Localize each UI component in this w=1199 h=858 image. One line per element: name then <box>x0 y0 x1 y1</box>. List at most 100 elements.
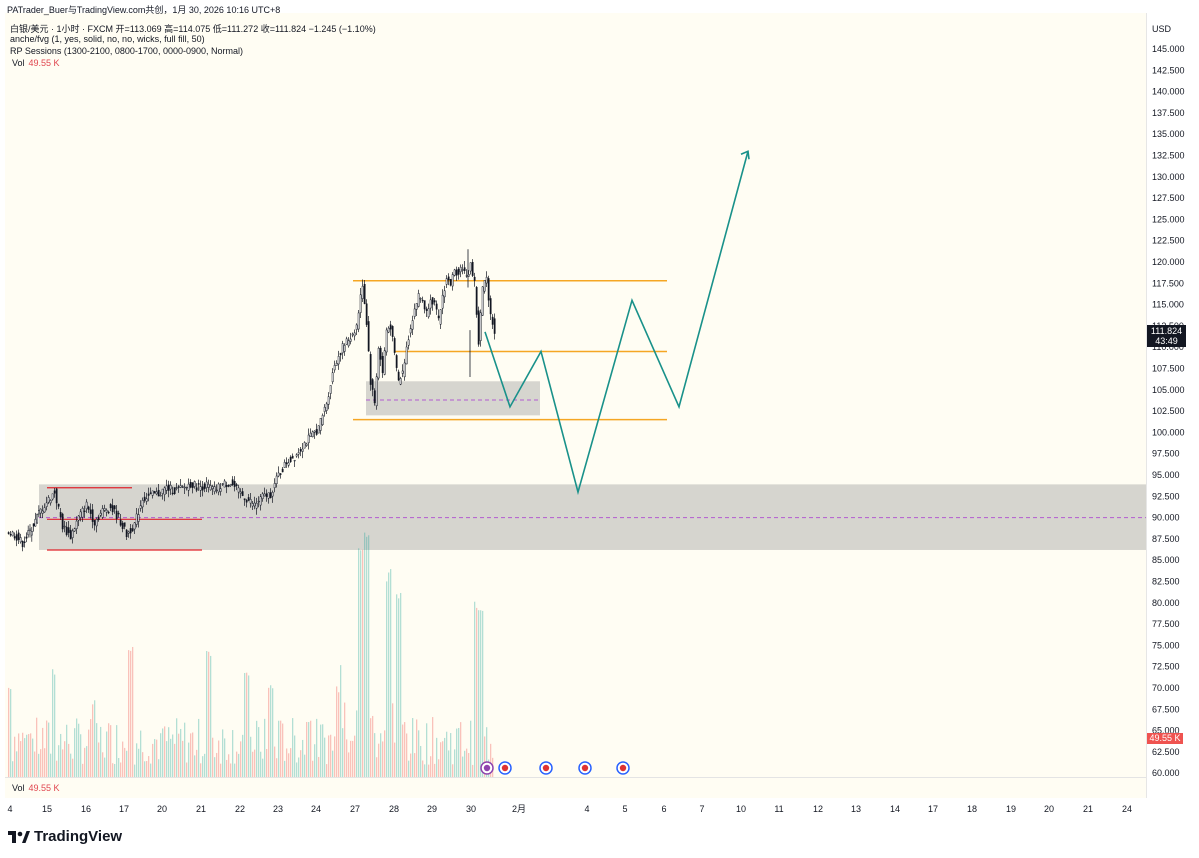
candle-body <box>297 452 300 455</box>
candle-body <box>329 385 332 394</box>
candle-body <box>247 497 250 501</box>
time-tick-label: 13 <box>851 804 861 814</box>
volume-bar <box>268 687 270 777</box>
candle-body <box>279 473 282 475</box>
volume-bar <box>432 717 434 777</box>
candle-body <box>93 520 96 526</box>
candle-body <box>107 511 110 514</box>
volume-bar <box>62 749 64 777</box>
us-flag-icon <box>501 764 509 772</box>
chart-area[interactable] <box>5 13 1146 798</box>
volume-bar <box>440 742 442 777</box>
candle-body <box>463 267 466 271</box>
price-tick-label: 102.500 <box>1152 406 1185 416</box>
price-tick-label: 130.000 <box>1152 172 1185 182</box>
candle-body <box>207 483 210 488</box>
candle-body <box>53 490 56 494</box>
fvg-indicator-legend[interactable]: anche/fvg (1, yes, solid, no, no, wicks,… <box>10 34 205 44</box>
candle-body <box>43 507 46 513</box>
candle-body <box>277 472 280 477</box>
volume-bar <box>110 725 112 777</box>
volume-bar <box>456 728 458 777</box>
candle-body <box>265 493 268 497</box>
candle-body <box>409 328 412 334</box>
candle-body <box>327 396 330 405</box>
price-axis[interactable] <box>1146 13 1199 798</box>
candle-body <box>51 493 54 500</box>
candle-body <box>39 508 42 514</box>
candle-body <box>193 481 196 487</box>
candle-body <box>355 324 358 330</box>
volume-bar <box>82 763 84 777</box>
volume-bar <box>376 757 378 777</box>
volume-legend[interactable]: Vol 49.55 K <box>12 58 60 68</box>
volume-bar <box>230 763 232 777</box>
candle-body <box>471 261 474 276</box>
candle-body <box>47 497 50 503</box>
candle-body <box>161 488 164 494</box>
volume-bar <box>20 741 22 777</box>
volume-bar <box>444 737 446 777</box>
volume-bar <box>316 718 318 777</box>
candle-body <box>57 503 60 507</box>
volume-bar <box>442 741 444 777</box>
lower-volume-value: 49.55 K <box>28 783 60 793</box>
volume-legend-value: 49.55 K <box>28 58 60 68</box>
symbol-legend[interactable]: 白银/美元 · 1小时 · FXCM 开=113.069 高=114.075 低… <box>10 24 376 34</box>
time-tick-label: 27 <box>350 804 360 814</box>
volume-bar <box>144 761 146 777</box>
candle-body <box>19 537 22 543</box>
candle-body <box>311 431 314 438</box>
candle-body <box>443 290 446 298</box>
candle-body <box>143 496 146 501</box>
volume-bar <box>364 532 366 777</box>
candle-body <box>399 378 402 385</box>
tradingview-logo[interactable]: TradingView <box>8 828 122 845</box>
volume-bar <box>458 727 460 777</box>
volume-bar <box>18 733 20 777</box>
candle-body <box>113 505 116 510</box>
candle-body <box>289 456 292 463</box>
candle-body <box>445 278 448 285</box>
us-flag-icon <box>619 764 627 772</box>
volume-bar <box>484 736 486 777</box>
price-tick-label: 107.500 <box>1152 364 1185 374</box>
price-tick-label: 127.500 <box>1152 193 1185 203</box>
volume-bar <box>132 646 134 777</box>
price-tick-label: 80.000 <box>1152 598 1180 608</box>
volume-bar <box>232 730 234 777</box>
volume-bar <box>478 610 480 777</box>
volume-bar <box>162 728 164 777</box>
currency-label[interactable]: USD <box>1152 24 1172 34</box>
time-axis[interactable] <box>0 798 1199 858</box>
volume-bar <box>324 737 326 777</box>
candle-body <box>321 415 324 425</box>
volume-bar <box>36 717 38 777</box>
volume-bar <box>406 733 408 777</box>
volume-bar <box>282 723 284 777</box>
time-tick-label: 16 <box>81 804 91 814</box>
volume-pane-divider[interactable] <box>5 777 1146 778</box>
volume-bar <box>160 733 162 777</box>
time-tick-label: 10 <box>736 804 746 814</box>
volume-bar <box>248 675 250 777</box>
volume-bar <box>200 763 202 777</box>
volume-bar <box>8 687 10 777</box>
candle-body <box>79 511 82 518</box>
candle-body <box>171 492 174 495</box>
candle-body <box>465 275 468 277</box>
volume-bar <box>12 761 14 777</box>
volume-bar <box>286 748 288 777</box>
candle-body <box>301 448 304 452</box>
volume-bar <box>292 718 294 777</box>
candle-body <box>325 403 328 411</box>
volume-bar <box>112 763 114 777</box>
lower-volume-legend[interactable]: Vol 49.55 K <box>12 783 60 793</box>
sessions-indicator-legend[interactable]: RP Sessions (1300-2100, 0800-1700, 0000-… <box>10 46 243 56</box>
volume-bar <box>454 749 456 777</box>
candle-body <box>201 486 204 491</box>
candle-body <box>429 299 432 309</box>
volume-bar <box>390 569 392 777</box>
volume-bar <box>332 750 334 777</box>
